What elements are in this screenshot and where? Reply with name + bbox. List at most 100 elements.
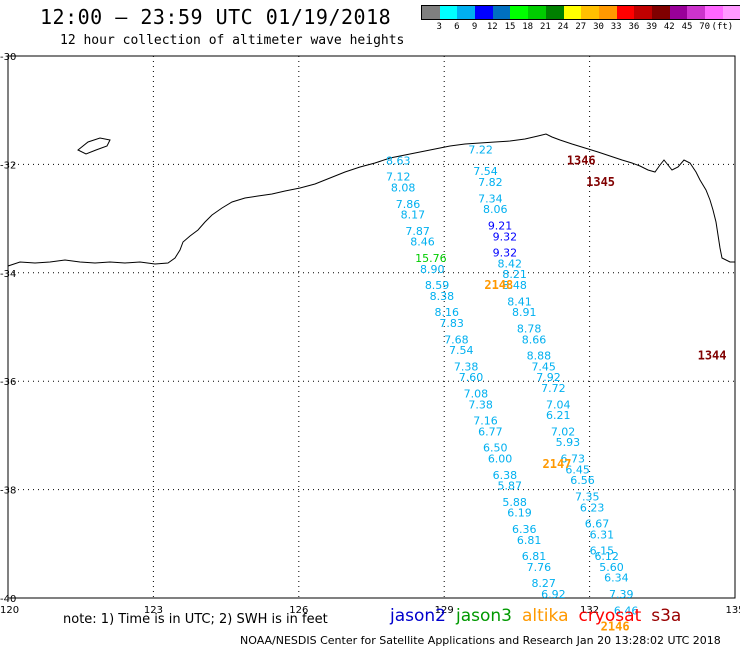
wave-height-value: 8.63 [386, 154, 411, 167]
scale-labels: 3 6 9 12 15 18 21 24 27 30 33 36 39 42 45 70 (ft) [421, 20, 740, 34]
wave-height-value: 8.59 [425, 279, 450, 292]
scale-label: 24 [557, 22, 569, 32]
lon-tick-label: 120 [0, 605, 19, 616]
wave-height-value: 6.92 [541, 588, 566, 601]
scale-label: 70 [699, 22, 711, 32]
legend-s3a: s3a [651, 606, 682, 626]
scale-label: 6 [454, 22, 460, 32]
wave-height-value: 7.76 [527, 561, 552, 574]
wave-height-value: 7.22 [468, 144, 493, 157]
scale-label: 12 [486, 22, 498, 32]
wave-height-value: 8.16 [435, 306, 460, 319]
scale-swatch [616, 6, 635, 19]
wave-height-value: 7.86 [396, 198, 421, 211]
wave-height-value: 9.21 [488, 219, 513, 232]
map-title: 12:00 — 23:59 UTC 01/19/2018 [40, 5, 392, 29]
scale-label: 42 [663, 22, 675, 32]
track-time-labels: 1346134513441343214821472146 [484, 153, 726, 634]
wave-height-value: 6.36 [512, 523, 537, 536]
map-subtitle: 12 hour collection of altimeter wave hei… [60, 33, 405, 48]
wave-height-value: 7.12 [386, 171, 411, 184]
wave-height-value: 7.83 [439, 317, 464, 330]
wave-height-value: 7.39 [609, 588, 634, 601]
legend-jason3: jason3 [456, 606, 512, 626]
wave-height-value: 7.34 [478, 192, 503, 205]
track-time-label: 2146 [601, 620, 630, 634]
wave-height-value: 5.93 [556, 436, 581, 449]
wave-height-value: 7.04 [546, 398, 571, 411]
lat-tick-label: -34 [0, 269, 16, 280]
wave-height-value: 8.48 [502, 279, 527, 292]
wave-height-value: 7.72 [541, 382, 566, 395]
coastline [7, 133, 735, 267]
wave-height-value: 6.50 [483, 442, 508, 455]
wave-height-value: 8.08 [391, 182, 416, 195]
wave-height-value: 8.17 [401, 209, 426, 222]
lon-tick-label: 135 [725, 605, 740, 616]
axis-tick-labels: 120 123 126 129 132 135 -30 -32 -34 -36 -38 -40 [0, 52, 740, 616]
observation-labels: 8.63 7.128.08 7.868.17 7.878.46 15.768.90 8.5… [386, 144, 638, 618]
scale-label: 27 [575, 22, 587, 32]
wave-height-value: 7.45 [531, 360, 556, 373]
scale-swatch [492, 6, 511, 19]
wave-height-value: 8.42 [498, 257, 522, 270]
scale-label: 33 [610, 22, 622, 32]
footer-credit: NOAA/NESDIS Center for Satellite Applica… [240, 634, 721, 647]
scale-swatch [545, 6, 564, 19]
wave-height-value: 6.34 [604, 572, 629, 585]
wave-height-value: 6.56 [570, 474, 595, 487]
wave-height-value: 6.38 [493, 469, 517, 482]
wave-height-value: 7.16 [473, 415, 498, 428]
scale-swatch [598, 6, 617, 19]
lat-tick-label: -32 [0, 160, 16, 171]
wave-height-value: 7.54 [449, 344, 474, 357]
scale-swatch [651, 6, 670, 19]
legend-cryosat: cryosat [578, 606, 642, 626]
wave-height-value: 6.00 [488, 453, 513, 466]
scale-swatch [722, 6, 740, 19]
scale-label: 45 [681, 22, 693, 32]
scale-swatch [581, 6, 599, 19]
wave-height-value: 9.32 [493, 247, 517, 260]
wave-height-value: 6.77 [478, 425, 503, 438]
scale-swatch [439, 6, 458, 19]
wave-height-value: 6.73 [561, 453, 586, 466]
wave-height-value: 9.32 [493, 230, 517, 243]
wave-height-value: 7.08 [464, 387, 489, 400]
wave-height-value: 7.38 [454, 360, 479, 373]
scale-label: 39 [646, 22, 658, 32]
scale-swatch [563, 6, 582, 19]
wave-height-value: 8.27 [531, 577, 556, 590]
wave-height-value: 7.68 [444, 333, 469, 346]
lat-tick-label: -30 [0, 52, 16, 63]
scale-swatch [422, 6, 440, 19]
scale-swatch [705, 6, 723, 19]
wave-height-value: 6.31 [590, 528, 615, 541]
scale-swatches [421, 5, 740, 20]
wave-height-value: 8.90 [420, 263, 445, 276]
wave-height-value: 8.78 [517, 322, 542, 335]
wave-height-value: 8.88 [527, 350, 552, 363]
wave-height-value: 8.38 [430, 290, 455, 303]
wave-height-value: 8.21 [502, 268, 527, 281]
wave-height-value: 7.54 [473, 165, 498, 178]
wave-height-value: 7.38 [468, 398, 493, 411]
scale-swatch [634, 6, 652, 19]
wave-height-value: 6.12 [594, 550, 619, 563]
track-time-label: 1345 [586, 175, 615, 189]
frame [7, 55, 736, 599]
scale-swatch [457, 6, 476, 19]
scale-label: 36 [628, 22, 640, 32]
lon-tick-label: 132 [580, 605, 599, 616]
scale-label: 3 [436, 22, 442, 32]
scale-label: (ft) [711, 22, 734, 32]
satellite-legend: jason2 jason3 altika cryosat s3a [390, 606, 691, 626]
track-time-label: 2147 [543, 457, 572, 471]
wave-height-value: 7.60 [459, 371, 484, 384]
footer-note: note: 1) Time is in UTC; 2) SWH is in fe… [63, 612, 328, 627]
wave-height-value: 15.76 [415, 252, 447, 265]
wave-height-value: 8.46 [410, 236, 435, 249]
lat-tick-label: -36 [0, 377, 16, 388]
wave-height-value: 6.21 [546, 409, 571, 422]
